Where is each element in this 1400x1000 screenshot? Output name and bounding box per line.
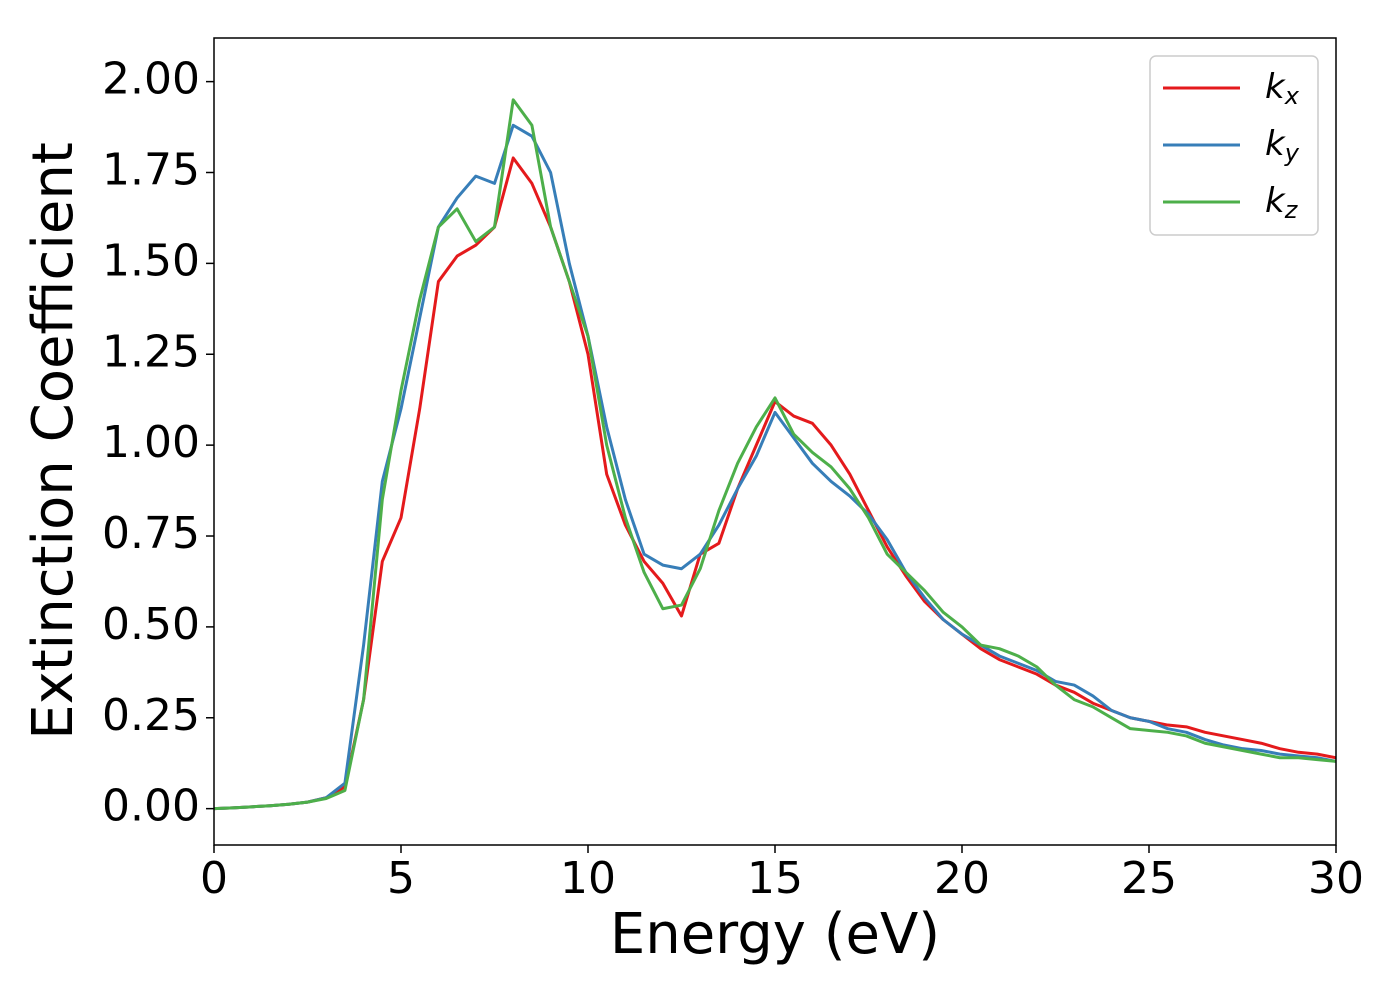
x-tick-label: 15 bbox=[747, 853, 803, 904]
x-tick-label: 10 bbox=[560, 853, 616, 904]
y-tick-label: 1.00 bbox=[102, 417, 200, 468]
x-axis-label: Energy (eV) bbox=[610, 902, 940, 967]
line-series bbox=[214, 98, 1336, 811]
y-tick-label: 1.50 bbox=[102, 235, 200, 286]
y-tick-label: 0.25 bbox=[102, 690, 200, 741]
x-tick-label: 0 bbox=[200, 853, 228, 904]
x-tick-label: 20 bbox=[934, 853, 990, 904]
x-tick-label: 30 bbox=[1308, 853, 1364, 904]
plot-frame bbox=[213, 37, 1337, 846]
y-tick-label: 2.00 bbox=[102, 54, 200, 105]
y-tick-label: 0.00 bbox=[102, 781, 200, 832]
line-series bbox=[214, 123, 1336, 811]
legend-label: ky bbox=[1265, 124, 1300, 168]
legend-label: kz bbox=[1265, 181, 1299, 225]
y-tick-label: 0.50 bbox=[102, 599, 200, 650]
y-tick-label: 1.75 bbox=[102, 145, 200, 196]
y-axis-label: Extinction Coefficient bbox=[21, 142, 86, 740]
x-tick-label: 5 bbox=[387, 853, 415, 904]
y-tick-label: 0.75 bbox=[102, 508, 200, 559]
y-tick-label: 1.25 bbox=[102, 326, 200, 377]
legend-label: kx bbox=[1265, 67, 1300, 111]
x-tick-label: 25 bbox=[1121, 853, 1177, 904]
